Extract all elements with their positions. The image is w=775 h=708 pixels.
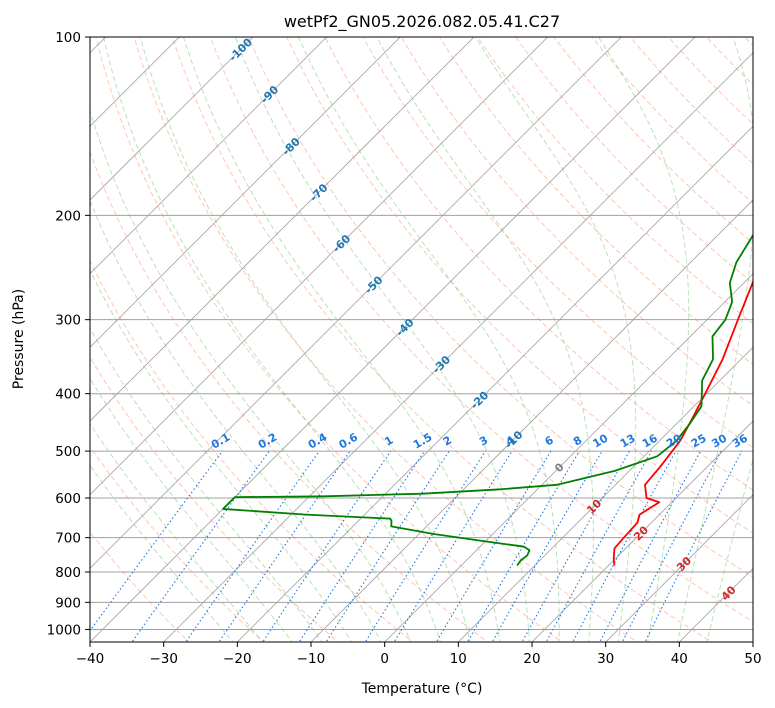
dry-adiabat-line [438, 37, 753, 366]
moist-adiabat-line [90, 422, 264, 642]
y-tick-label: 700 [55, 531, 81, 547]
y-tick-label: 100 [55, 30, 81, 46]
moist-adiabat-line [90, 464, 234, 642]
x-tick-label: 50 [744, 651, 761, 667]
isotherm-line [90, 37, 622, 569]
x-tick-label: −10 [297, 651, 326, 667]
y-tick-label: 200 [55, 208, 81, 224]
isotherm-line [90, 37, 549, 496]
x-axis-label: Temperature (°C) [361, 681, 483, 697]
isotherm-line [457, 346, 753, 642]
y-tick-label: 500 [55, 444, 81, 460]
y-tick-label: 1000 [47, 622, 81, 638]
mixing-ratio-line [466, 450, 580, 642]
isotherm-line [90, 37, 475, 422]
mixing-ratio-line [599, 450, 702, 642]
x-tick-label: 0 [380, 651, 389, 667]
isotherm-line [605, 494, 753, 642]
dewpoint-profile-line [222, 233, 753, 567]
dry-adiabat-line [286, 37, 753, 534]
isotherm-line [163, 52, 753, 642]
mixing-ratio-line [90, 450, 223, 632]
x-tick-label: −40 [76, 651, 105, 667]
dry-adiabat-line [248, 37, 753, 578]
mixing-ratio-line [131, 450, 270, 642]
dry-adiabat-line [90, 150, 489, 642]
mixing-ratio-line [325, 450, 450, 642]
x-tick-label: 10 [450, 651, 467, 667]
mixing-ratio-line [218, 450, 351, 642]
x-tick-label: −20 [223, 651, 252, 667]
y-tick-label: 800 [55, 565, 81, 581]
isotherm-line [90, 37, 401, 348]
y-tick-label: 300 [55, 313, 81, 329]
mixing-ratio-line [621, 450, 722, 642]
x-tick-label: 40 [671, 651, 688, 667]
moist-adiabat-line [90, 377, 293, 642]
dry-adiabat-line [324, 37, 753, 491]
mixing-ratio-line [298, 450, 425, 642]
y-tick-label: 600 [55, 491, 81, 507]
x-tick-label: −30 [149, 651, 178, 667]
dry-adiabat-line [362, 37, 753, 449]
isotherm-line [236, 125, 753, 642]
mixing-ratio-line [262, 450, 392, 642]
x-tick-label: 20 [523, 651, 540, 667]
mixing-ratio-line [364, 450, 486, 642]
y-axis-label: Pressure (hPa) [11, 289, 27, 389]
y-tick-label: 900 [55, 595, 81, 611]
isotherm-line [531, 420, 753, 642]
temperature-profile-line [612, 279, 753, 566]
x-tick-label: 30 [597, 651, 614, 667]
dry-adiabat-line [171, 37, 713, 642]
isotherm-line [90, 37, 696, 642]
mixing-ratio-line [185, 450, 320, 642]
plot-frame [89, 36, 754, 643]
mixing-ratio-line [572, 450, 677, 642]
isotherm-line [90, 37, 254, 201]
chart-title: wetPf2_GN05.2026.082.05.41.C27 [284, 12, 560, 32]
isotherm-line [310, 199, 753, 642]
mixing-ratio-line [393, 450, 513, 642]
isotherm-line [90, 37, 328, 275]
y-tick-label: 400 [55, 387, 81, 403]
